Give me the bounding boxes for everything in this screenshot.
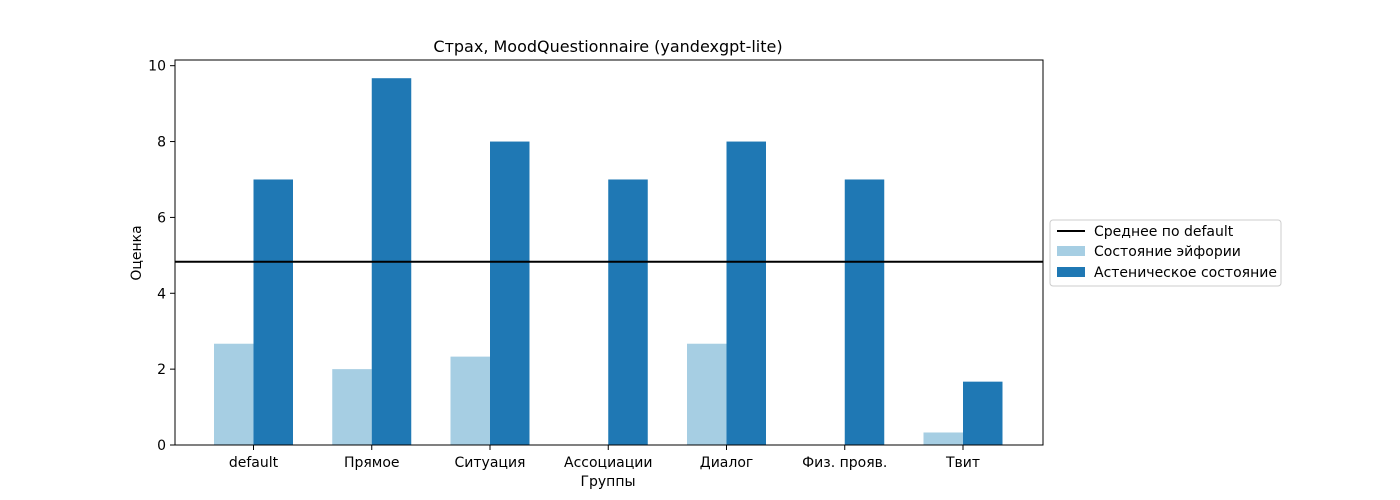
legend: Среднее по default Состояние эйфории Аст… — [1049, 219, 1282, 287]
x-tick-label: Диалог — [700, 455, 753, 471]
x-ticks-group: default Прямое Ситуация Ассоциации Диалог Физ… — [229, 445, 980, 471]
chart-title: Страх, MoodQuestionnaire (yandexgpt-lite… — [433, 37, 782, 56]
x-axis-label: Группы — [580, 474, 635, 490]
y-tick-label: 8 — [157, 135, 166, 151]
bar-series-0-cat-6 — [923, 432, 963, 445]
x-tick-label: Ситуация — [455, 455, 526, 471]
legend-label-euphoria: Состояние эйфории — [1094, 244, 1241, 260]
y-tick-label: 2 — [157, 362, 166, 378]
legend-ref-line-label: Среднее по default — [1094, 224, 1234, 240]
y-tick-label: 4 — [157, 286, 166, 302]
plot-frame — [174, 59, 1044, 446]
bar-series-1-cat-5 — [844, 179, 885, 445]
x-tick-label: Твит — [945, 455, 980, 471]
bar-series-0-cat-1 — [332, 369, 372, 445]
y-tick-label: 0 — [157, 438, 166, 454]
legend-swatch-asthenic — [1057, 267, 1085, 277]
x-tick-label: Прямое — [344, 455, 400, 471]
x-tick-label: Ассоциации — [564, 455, 652, 471]
x-tick-label: default — [229, 455, 279, 471]
bar-series-0-cat-0 — [214, 343, 254, 445]
bar-series-1-cat-0 — [253, 179, 293, 445]
legend-box — [1049, 219, 1282, 287]
bar-series-1-cat-2 — [490, 141, 530, 445]
x-tick-label: Физ. прояв. — [802, 455, 887, 471]
y-tick-label: 10 — [148, 59, 166, 75]
bar-series-0-cat-4 — [687, 343, 727, 445]
y-axis-label: Оценка — [129, 225, 145, 280]
legend-label-asthenic: Астеническое состояние — [1094, 265, 1277, 281]
axes-group — [174, 59, 1044, 446]
bar-series-0-cat-2 — [450, 356, 490, 445]
y-ticks-group: 0 2 4 6 8 10 — [148, 59, 175, 454]
bar-series-1-cat-6 — [963, 381, 1003, 445]
bar-series-1-cat-4 — [726, 141, 766, 445]
y-tick-label: 6 — [157, 210, 166, 226]
bar-series-1-cat-3 — [608, 179, 648, 445]
bars-group — [214, 78, 1003, 445]
legend-swatch-euphoria — [1057, 246, 1085, 256]
